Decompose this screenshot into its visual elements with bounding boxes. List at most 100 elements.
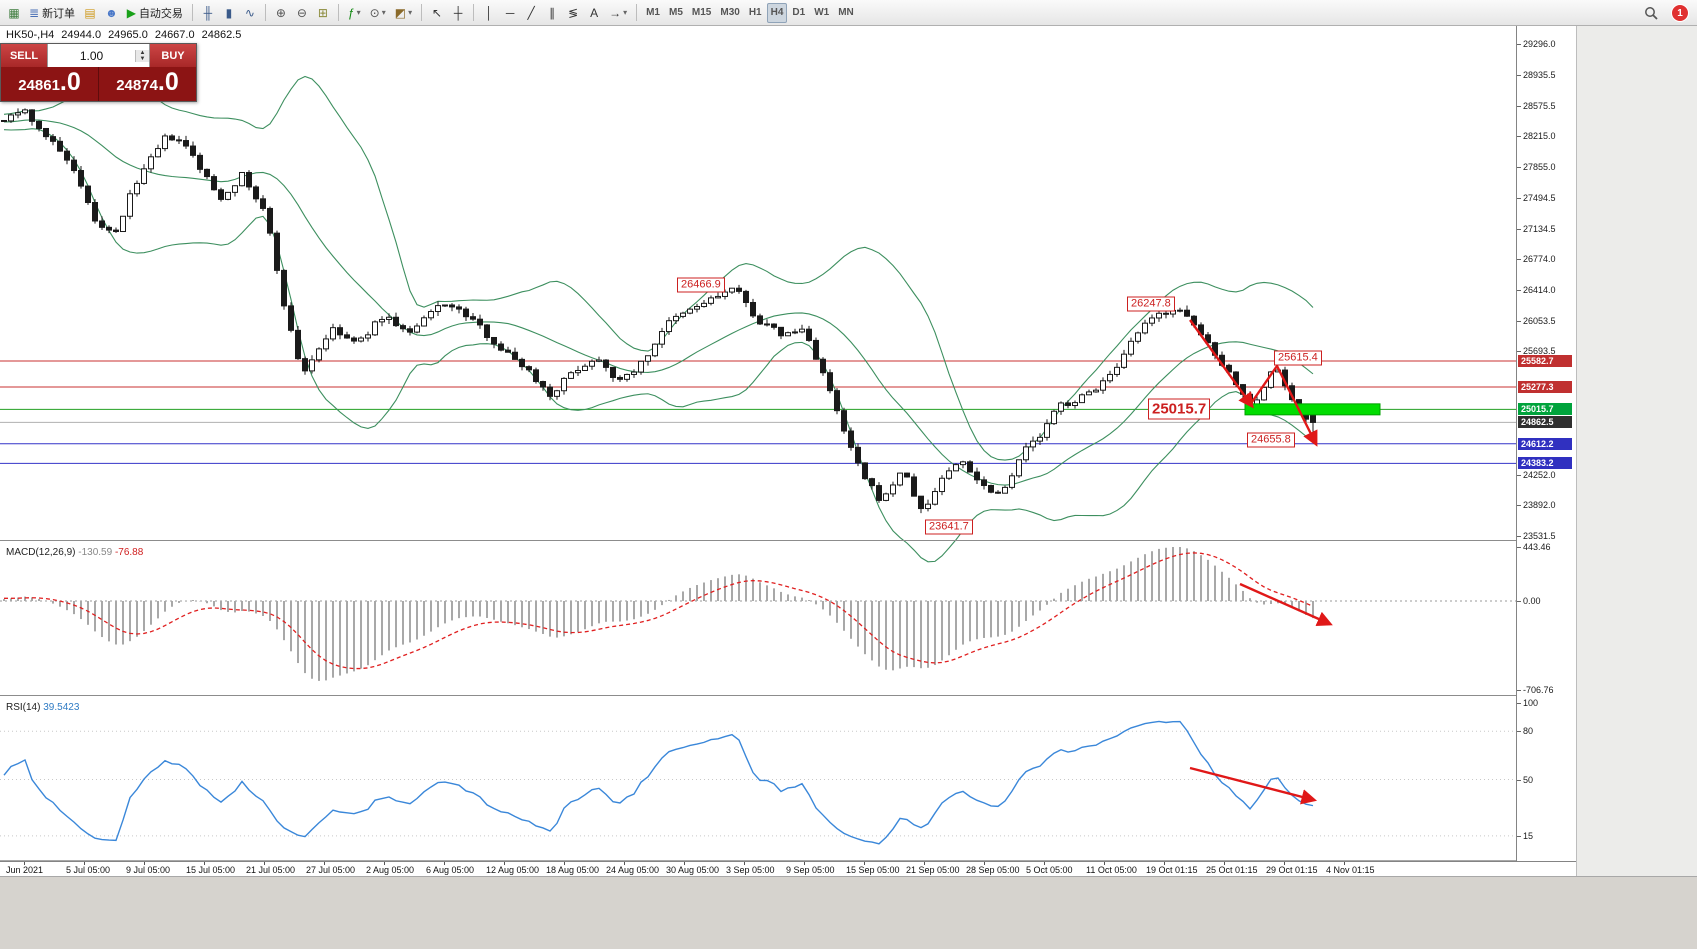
time-tick: [1164, 862, 1165, 865]
volume-up-button[interactable]: ▲: [136, 49, 149, 56]
chevron-down-icon: ▾: [623, 8, 628, 17]
autotrading-button[interactable]: ▶ 自动交易: [123, 3, 187, 23]
time-axis-label: 29 Oct 01:15: [1266, 865, 1318, 875]
zoom-out-button[interactable]: ⊖: [292, 3, 312, 23]
indicators-button[interactable]: ƒ ▾: [344, 3, 365, 23]
arrows-button[interactable]: → ▾: [605, 3, 631, 23]
channel-icon: ∥: [549, 5, 556, 20]
time-tick: [84, 862, 85, 865]
time-axis-label: 4 Nov 01:15: [1326, 865, 1375, 875]
quote-high: 24965.0: [108, 28, 148, 41]
trade-prices-row: 24861.0 24874.0: [1, 67, 196, 101]
horizontal-line-button[interactable]: ─: [500, 3, 520, 23]
macd-axis-label: -706.76: [1523, 685, 1554, 695]
price-chart[interactable]: [0, 26, 1516, 876]
line-chart-button[interactable]: ∿: [240, 3, 260, 23]
price-tag: 25015.7: [1518, 403, 1572, 416]
volume-value[interactable]: 1.00: [79, 48, 104, 63]
autotrading-icon: ▶: [126, 5, 136, 20]
price-tag: 24383.2: [1518, 457, 1572, 470]
sell-price-frac: .0: [59, 68, 81, 96]
search-button[interactable]: [1640, 3, 1663, 23]
templates-icon: ◩: [394, 5, 407, 20]
bar-chart-button[interactable]: ╫: [198, 3, 218, 23]
candlestick-chart-button[interactable]: ▮: [219, 3, 239, 23]
chart-window[interactable]: 26466.9 26247.8 25615.4 25015.7 24655.8 23641…: [0, 26, 1576, 876]
tf-d1-button[interactable]: D1: [788, 3, 809, 23]
rsi-name: RSI(14): [6, 702, 41, 713]
tf-m30-button[interactable]: M30: [716, 3, 743, 23]
autotrading-button-label: 自动交易: [138, 7, 183, 20]
trade-buttons-row: SELL 1.00 ▲ ▼ BUY: [1, 44, 196, 67]
tf-m30-button-label: M30: [720, 7, 740, 18]
tf-h1-button[interactable]: H1: [745, 3, 766, 23]
axis-tick: [1517, 105, 1521, 107]
accounts-icon[interactable]: ☻: [101, 3, 122, 23]
time-tick: [684, 862, 685, 865]
time-axis[interactable]: Jun 2021 5 Jul 05:00 9 Jul 05:00 15 Jul 05:…: [0, 861, 1577, 876]
candles-layer: [1, 108, 1316, 514]
time-axis-label: 9 Jul 05:00: [126, 865, 171, 875]
horizontal-lines-layer[interactable]: [0, 360, 1516, 464]
channel-button[interactable]: ∥: [542, 3, 562, 23]
trendline-button[interactable]: ╱: [521, 3, 541, 23]
price-axis[interactable]: 29296.0 28935.5 28575.5 28215.0 27855.0 27494…: [1516, 26, 1576, 876]
templates-button[interactable]: ◩ ▾: [391, 3, 416, 23]
price-axis-label: 23531.5: [1523, 531, 1556, 542]
volume-down-button[interactable]: ▼: [136, 55, 149, 62]
volume-input[interactable]: 1.00 ▲ ▼: [47, 44, 150, 67]
axis-tick: [1517, 228, 1521, 230]
price-axis-label: 28215.0: [1523, 131, 1556, 142]
zoom-in-button[interactable]: ⊕: [271, 3, 291, 23]
tf-m5-button[interactable]: M5: [665, 3, 687, 23]
vertical-line-button[interactable]: │: [479, 3, 499, 23]
volume-spinner: ▲ ▼: [135, 49, 149, 62]
green-highlight-zone: [1244, 403, 1381, 416]
tf-h4-button[interactable]: H4: [766, 2, 788, 23]
text-button[interactable]: A: [584, 3, 604, 23]
cursor-button[interactable]: ↖: [427, 3, 447, 23]
tf-m1-button[interactable]: M1: [642, 3, 664, 23]
new-chart-button[interactable]: ▦: [4, 3, 24, 23]
sell-price-display[interactable]: 24861.0: [1, 67, 99, 101]
tile-windows-icon: ⊞: [317, 5, 328, 20]
new-order-button[interactable]: ≣ 新订单: [25, 3, 79, 23]
time-axis-label: 2 Aug 05:00: [366, 865, 415, 875]
notification-badge[interactable]: 1: [1671, 4, 1689, 22]
tf-mn-button[interactable]: MN: [834, 3, 858, 23]
axis-tick: [1517, 197, 1521, 199]
time-axis-label: 12 Aug 05:00: [486, 865, 540, 875]
new-order-icon: ≣: [29, 5, 40, 20]
trend-arrow: [1189, 766, 1318, 805]
drawn-objects-layer[interactable]: [1189, 319, 1381, 447]
price-axis-label: 27134.5: [1523, 223, 1556, 234]
text-icon: A: [590, 5, 599, 20]
time-axis-label: 6 Aug 05:00: [426, 865, 475, 875]
tf-m15-button[interactable]: M15: [688, 3, 715, 23]
crosshair-button[interactable]: ┼: [448, 3, 468, 23]
toolbar: ▦ ≣ 新订单 ▤ ☻ ▶ 自动交易 ╫ ▮ ∿ ⊕ ⊖ ⊞ ƒ ▾ ⊙ ▾ ◩ ▾ ↖ ┼ │ ─ ╱ ∥ ≶ A → ▾ M1 M5 M1…: [0, 0, 1697, 26]
buy-price-display[interactable]: 24874.0: [99, 67, 196, 101]
history-center-icon[interactable]: ▤: [80, 3, 100, 23]
rsi-axis-label: 100: [1523, 698, 1539, 708]
rsi-axis-label: 15: [1523, 830, 1534, 841]
tile-windows-button[interactable]: ⊞: [313, 3, 333, 23]
time-tick: [744, 862, 745, 865]
fibonacci-button[interactable]: ≶: [563, 3, 583, 23]
price-axis-label: 23892.0: [1523, 500, 1556, 511]
time-tick: [984, 862, 985, 865]
buy-button[interactable]: BUY: [150, 44, 196, 67]
sell-button[interactable]: SELL: [1, 44, 47, 67]
zoom-in-icon: ⊕: [275, 5, 286, 20]
time-axis-label: 27 Jul 05:00: [306, 865, 356, 875]
tf-w1-button[interactable]: W1: [810, 3, 833, 23]
period-button[interactable]: ⊙ ▾: [366, 3, 390, 23]
rsi-axis-label: 80: [1523, 726, 1534, 737]
chevron-down-icon: ▾: [408, 8, 413, 17]
axis-tick: [1517, 167, 1521, 168]
tf-m1-button-label: M1: [646, 7, 660, 18]
time-axis-label: 5 Oct 05:00: [1026, 865, 1073, 875]
macd-name: MACD(12,26,9): [6, 547, 76, 558]
axis-tick: [1517, 289, 1521, 291]
price-axis-label: 26774.0: [1523, 254, 1556, 265]
